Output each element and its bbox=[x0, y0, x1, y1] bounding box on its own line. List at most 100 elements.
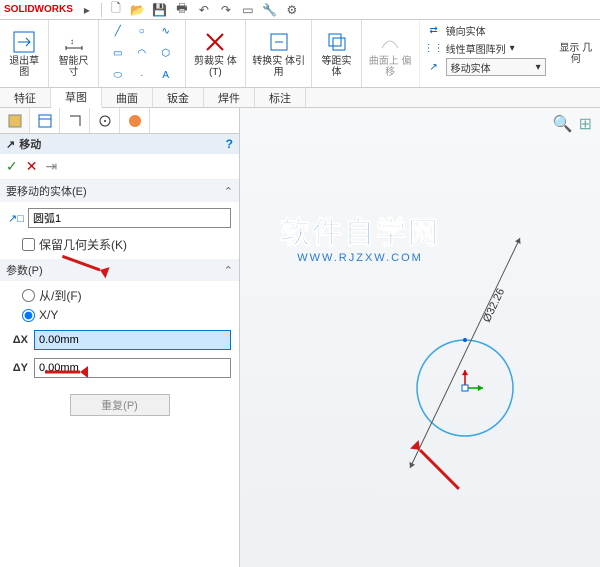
tab-sketch[interactable]: 草图 bbox=[51, 88, 102, 108]
entity-input[interactable] bbox=[28, 208, 231, 228]
sketch-canvas: Ø32.26 bbox=[240, 108, 600, 567]
entity-select-icon: ↗□ bbox=[8, 212, 24, 225]
move-combo-row[interactable]: ↗ 移动实体 ▾ bbox=[426, 58, 546, 76]
mirror-label: 镜向实体 bbox=[446, 23, 486, 38]
pattern-row[interactable]: ⋮⋮ 线性草图阵列 ▾ bbox=[426, 40, 546, 56]
repeat-button[interactable]: 重复(P) bbox=[70, 394, 170, 416]
select-icon[interactable]: ▭ bbox=[240, 2, 256, 18]
main-area: ↗ 移动 ? ✓ ✕ ⇥ 要移动的实体(E) ⌃ ↗□ 保留几何关系(K) 参数… bbox=[0, 108, 600, 567]
pin-button[interactable]: ⇥ bbox=[45, 158, 57, 175]
from-to-radio[interactable] bbox=[22, 289, 35, 302]
app-logo: SOLIDWORKS bbox=[4, 4, 73, 15]
xy-label: X/Y bbox=[39, 308, 58, 322]
save-icon[interactable]: 💾 bbox=[152, 2, 168, 18]
chevron-down-icon: ▾ bbox=[536, 62, 541, 73]
arc-icon[interactable]: ◠ bbox=[131, 44, 153, 64]
panel-tabs bbox=[0, 108, 239, 134]
rect-icon[interactable]: ▭ bbox=[107, 44, 129, 64]
dx-input[interactable] bbox=[34, 330, 231, 350]
move-combo-label: 移动实体 bbox=[451, 60, 491, 75]
mirror-icon: ⇄ bbox=[426, 22, 442, 38]
cancel-button[interactable]: ✕ bbox=[26, 158, 38, 175]
tab-weldment[interactable]: 焊件 bbox=[204, 88, 255, 107]
trim-label: 剪裁实 体(T) bbox=[192, 56, 239, 78]
dx-label: ΔX bbox=[8, 334, 28, 346]
from-to-row: 从/到(F) bbox=[8, 287, 231, 304]
new-icon[interactable]: ▸ bbox=[79, 2, 95, 18]
panel-title: 移动 bbox=[19, 136, 41, 152]
ribbon-offset[interactable]: 等距实 体 bbox=[312, 20, 361, 87]
options-icon[interactable]: ⚙ bbox=[284, 2, 300, 18]
chevron-up-icon: ⌃ bbox=[224, 185, 233, 198]
mirror-row[interactable]: ⇄ 镜向实体 bbox=[426, 22, 546, 38]
property-panel: ↗ 移动 ? ✓ ✕ ⇥ 要移动的实体(E) ⌃ ↗□ 保留几何关系(K) 参数… bbox=[0, 108, 240, 567]
line-icon[interactable]: ╱ bbox=[107, 22, 129, 42]
xy-radio[interactable] bbox=[22, 309, 35, 322]
ribbon-exit-sketch[interactable]: 退出草 图 bbox=[0, 20, 49, 87]
offset-label: 等距实 体 bbox=[318, 56, 354, 78]
params-section: 从/到(F) X/Y ΔX ΔY 重复(P) bbox=[0, 281, 239, 422]
panel-tab-appearance[interactable] bbox=[120, 108, 150, 133]
keep-relations-label: 保留几何关系(K) bbox=[39, 236, 127, 253]
ribbon-curve-offset[interactable]: 曲面上 偏移 bbox=[362, 20, 420, 87]
panel-tab-props[interactable] bbox=[30, 108, 60, 133]
viewport[interactable]: 🔍 ⊞ 软件自学网 WWW.RJZXW.COM Ø32.26 bbox=[240, 108, 600, 567]
tab-label: 特征 bbox=[14, 90, 36, 106]
file-open-icon[interactable]: 📂 bbox=[130, 2, 146, 18]
ribbon: 退出草 图 ↕ 智能尺 寸 ╱ ○ ∿ ▭ ◠ ⬡ ⬭ · A 剪裁实 体(T)… bbox=[0, 20, 600, 88]
slot-icon[interactable]: ⬭ bbox=[107, 66, 129, 86]
ok-button[interactable]: ✓ bbox=[6, 158, 18, 175]
help-icon[interactable]: ? bbox=[226, 137, 233, 151]
ribbon-sketch-tools: ╱ ○ ∿ ▭ ◠ ⬡ ⬭ · A bbox=[99, 20, 186, 87]
display-label: 显示 几何 bbox=[558, 43, 594, 65]
rebuild-icon[interactable]: 🔧 bbox=[262, 2, 278, 18]
tab-label: 标注 bbox=[269, 90, 291, 106]
separator bbox=[101, 3, 102, 17]
panel-tab-config[interactable] bbox=[60, 108, 90, 133]
move-panel-icon: ↗ bbox=[6, 138, 15, 151]
tab-label: 钣金 bbox=[167, 90, 189, 106]
pattern-icon: ⋮⋮ bbox=[426, 40, 442, 56]
entities-label: 要移动的实体(E) bbox=[6, 183, 87, 199]
curve-offset-icon bbox=[378, 30, 402, 54]
dy-input[interactable] bbox=[34, 358, 231, 378]
quick-toolbar: SOLIDWORKS ▸ 🗋 📂 💾 🖶 ↶ ↷ ▭ 🔧 ⚙ bbox=[0, 0, 600, 20]
circle-icon[interactable]: ○ bbox=[131, 22, 153, 42]
ribbon-trim[interactable]: 剪裁实 体(T) bbox=[186, 20, 246, 87]
pattern-label: 线性草图阵列 bbox=[446, 41, 506, 56]
text-icon[interactable]: A bbox=[155, 66, 177, 86]
point-icon[interactable]: · bbox=[131, 66, 153, 86]
tab-label: 焊件 bbox=[218, 90, 240, 106]
tab-annotation[interactable]: 标注 bbox=[255, 88, 306, 107]
spline-icon[interactable]: ∿ bbox=[155, 22, 177, 42]
panel-tab-target[interactable] bbox=[90, 108, 120, 133]
polygon-icon[interactable]: ⬡ bbox=[155, 44, 177, 64]
file-new-icon[interactable]: 🗋 bbox=[108, 2, 124, 18]
panel-actions: ✓ ✕ ⇥ bbox=[0, 154, 239, 180]
print-icon[interactable]: 🖶 bbox=[174, 2, 190, 18]
offset-icon bbox=[325, 30, 349, 54]
svg-text:↕: ↕ bbox=[70, 37, 74, 46]
move-icon: ↗ bbox=[426, 59, 442, 75]
params-section-header[interactable]: 参数(P) ⌃ bbox=[0, 259, 239, 281]
entities-section-header[interactable]: 要移动的实体(E) ⌃ bbox=[0, 180, 239, 202]
panel-tab-tree[interactable] bbox=[0, 108, 30, 133]
dx-row: ΔX bbox=[8, 330, 231, 350]
smart-dim-icon: ↕ bbox=[62, 30, 86, 54]
move-combo[interactable]: 移动实体 ▾ bbox=[446, 58, 546, 76]
convert-label: 转换实 体引用 bbox=[252, 56, 305, 78]
curve-offset-label: 曲面上 偏移 bbox=[368, 56, 413, 78]
tab-feature[interactable]: 特征 bbox=[0, 88, 51, 107]
tab-sheetmetal[interactable]: 钣金 bbox=[153, 88, 204, 107]
ribbon-right-tools: ⇄ 镜向实体 ⋮⋮ 线性草图阵列 ▾ ↗ 移动实体 ▾ bbox=[420, 20, 552, 87]
from-to-label: 从/到(F) bbox=[39, 287, 82, 304]
redo-icon[interactable]: ↷ bbox=[218, 2, 234, 18]
tab-label: 草图 bbox=[65, 89, 87, 105]
undo-icon[interactable]: ↶ bbox=[196, 2, 212, 18]
ribbon-smart-dim[interactable]: ↕ 智能尺 寸 bbox=[49, 20, 98, 87]
ribbon-display[interactable]: 显示 几何 bbox=[552, 20, 600, 87]
keep-relations-checkbox[interactable] bbox=[22, 238, 35, 251]
ribbon-convert[interactable]: 转换实 体引用 bbox=[246, 20, 312, 87]
exit-sketch-icon bbox=[12, 30, 36, 54]
tab-surface[interactable]: 曲面 bbox=[102, 88, 153, 107]
